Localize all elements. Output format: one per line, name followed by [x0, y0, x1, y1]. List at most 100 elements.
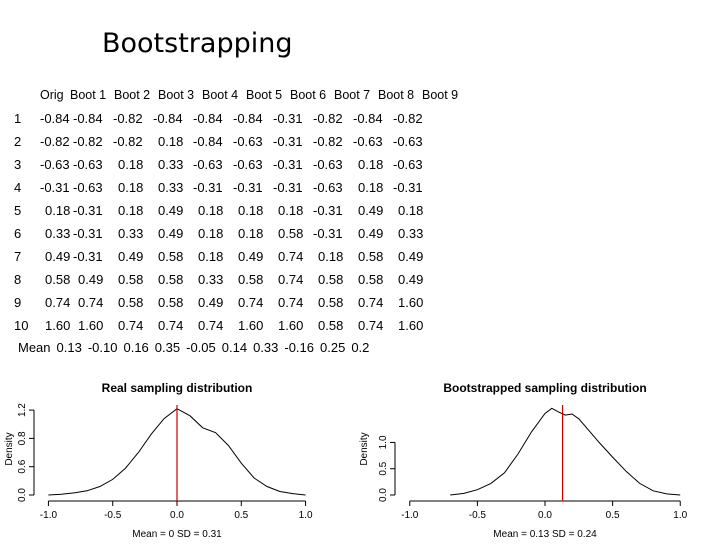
table-cell: -0.63 [313, 157, 343, 172]
table-cell: -0.63 [393, 157, 423, 172]
table-header-cell: Boot 2 [114, 88, 151, 102]
table-cell: -0.31 [73, 249, 103, 264]
table-header-cell: Boot 9 [422, 88, 459, 102]
table-cell: 0.18 [198, 249, 224, 264]
table-cell: 1.60 [238, 318, 264, 333]
table-cell: -0.31 [73, 203, 103, 218]
x-tick-label: -1.0 [40, 510, 58, 521]
table-cell: -0.84 [193, 111, 223, 126]
table-cell: 0.58 [318, 318, 344, 333]
table-header-cell: Boot 3 [158, 88, 195, 102]
table-cell: -0.63 [73, 180, 103, 195]
table-cell: 0.49 [158, 203, 184, 218]
row-number: 4 [14, 180, 22, 195]
y-tick-label: 1.0 [378, 435, 389, 449]
table-cell: -0.84 [153, 111, 183, 126]
table-cell: -0.82 [313, 111, 343, 126]
row-number: 9 [14, 295, 22, 310]
y-tick-label: 0.5 [378, 461, 389, 475]
table-cell: 1.60 [398, 295, 424, 310]
table-header-cell: Boot 1 [70, 88, 107, 102]
bootstrapped-distribution-plot: Bootstrapped sampling distribution -1.0 -0… [355, 375, 715, 545]
table-cell: 0.58 [118, 272, 144, 287]
table-cell: 0.49 [158, 226, 184, 241]
table-header-cell: Boot 5 [246, 88, 283, 102]
table-cell: -0.82 [393, 111, 423, 126]
table-cell: 0.74 [78, 295, 104, 310]
table-cell: -0.84 [193, 134, 223, 149]
table-cell: 0.49 [398, 249, 424, 264]
table-cell: 0.18 [158, 134, 184, 149]
table-cell: -0.31 [233, 180, 263, 195]
mean-row: Mean 0.13 -0.10 0.16 0.35 -0.05 0.14 0.33 -0.16 0… [18, 340, 375, 355]
table-cell: -0.31 [393, 180, 423, 195]
table-cell: -0.84 [73, 111, 103, 126]
table-cell: 0.58 [45, 272, 71, 287]
table-cell: -0.63 [193, 157, 223, 172]
mean-value: 0.14 [221, 340, 248, 355]
table-cell: 0.33 [398, 226, 424, 241]
table-cell: 0.74 [45, 295, 71, 310]
table-cell: 0.58 [318, 295, 344, 310]
table-cell: 0.74 [198, 318, 224, 333]
table-cell: -0.31 [273, 111, 303, 126]
table-cell: 0.18 [45, 203, 71, 218]
real-distribution-chart: Real sampling distribution -1.0 -0.5 0.0 0.5… [4, 381, 313, 540]
table-cell: -0.84 [40, 111, 70, 126]
x-tick-label: -0.5 [469, 510, 487, 521]
table-cell: 0.58 [158, 295, 184, 310]
mean-value: 0.16 [123, 340, 149, 355]
table-cell: -0.31 [193, 180, 223, 195]
table-cell: 0.74 [358, 318, 384, 333]
x-tick-label: 0.0 [170, 510, 184, 521]
table-cell: -0.31 [40, 180, 70, 195]
table-cell: 0.58 [158, 249, 184, 264]
x-tick-label: -1.0 [401, 510, 419, 521]
table-cell: 0.74 [118, 318, 144, 333]
table-cell: 0.33 [118, 226, 144, 241]
table-cell: -0.31 [73, 226, 103, 241]
table-cell: -0.84 [233, 111, 263, 126]
table-cell: -0.82 [113, 111, 143, 126]
table-cell: 0.18 [118, 157, 144, 172]
table-cell: -0.82 [73, 134, 103, 149]
table-cell: 0.18 [198, 226, 224, 241]
table-cell: 0.74 [358, 295, 384, 310]
table-cell: -0.31 [273, 134, 303, 149]
mean-value: 0.13 [56, 340, 82, 355]
mean-value: -0.10 [87, 340, 118, 355]
table-cell: 1.60 [78, 318, 104, 333]
table-cell: 1.60 [278, 318, 304, 333]
table-cell: -0.63 [73, 157, 103, 172]
row-number: 10 [14, 318, 29, 333]
table-cell: 0.74 [278, 249, 304, 264]
mean-value: 0.35 [154, 340, 181, 355]
table-cell: 0.18 [198, 203, 224, 218]
chart-title: Real sampling distribution [102, 381, 253, 395]
chart-title: Bootstrapped sampling distribution [443, 381, 646, 395]
table-cell: 0.58 [158, 272, 184, 287]
x-tick-label: 0.0 [538, 510, 552, 521]
mean-value: 0.2 [351, 340, 370, 355]
row-number: 2 [14, 134, 22, 149]
table-cell: 0.74 [278, 272, 304, 287]
table-cell: -0.63 [313, 180, 343, 195]
table-cell: 0.18 [318, 249, 344, 264]
table-header-cell: Orig [40, 88, 64, 102]
table-cell: 0.33 [45, 226, 71, 241]
table-cell: 0.49 [78, 272, 104, 287]
mean-value: -0.05 [186, 340, 216, 355]
table-cell: 0.18 [238, 226, 264, 241]
table-cell: -0.31 [313, 226, 343, 241]
table-cell: 0.49 [118, 249, 144, 264]
table-cell: 0.18 [118, 180, 144, 195]
table-cell: -0.84 [353, 111, 383, 126]
table-cell: 0.18 [118, 203, 144, 218]
table-cell: 1.60 [45, 318, 71, 333]
table-cell: 0.74 [158, 318, 184, 333]
table-cell: 0.58 [358, 249, 384, 264]
mean-value: 0.33 [253, 340, 279, 355]
table-cell: 0.49 [198, 295, 224, 310]
bootstrapped-distribution-chart: Bootstrapped sampling distribution -1.0 -0… [359, 381, 688, 540]
table-cell: 0.33 [158, 157, 184, 172]
